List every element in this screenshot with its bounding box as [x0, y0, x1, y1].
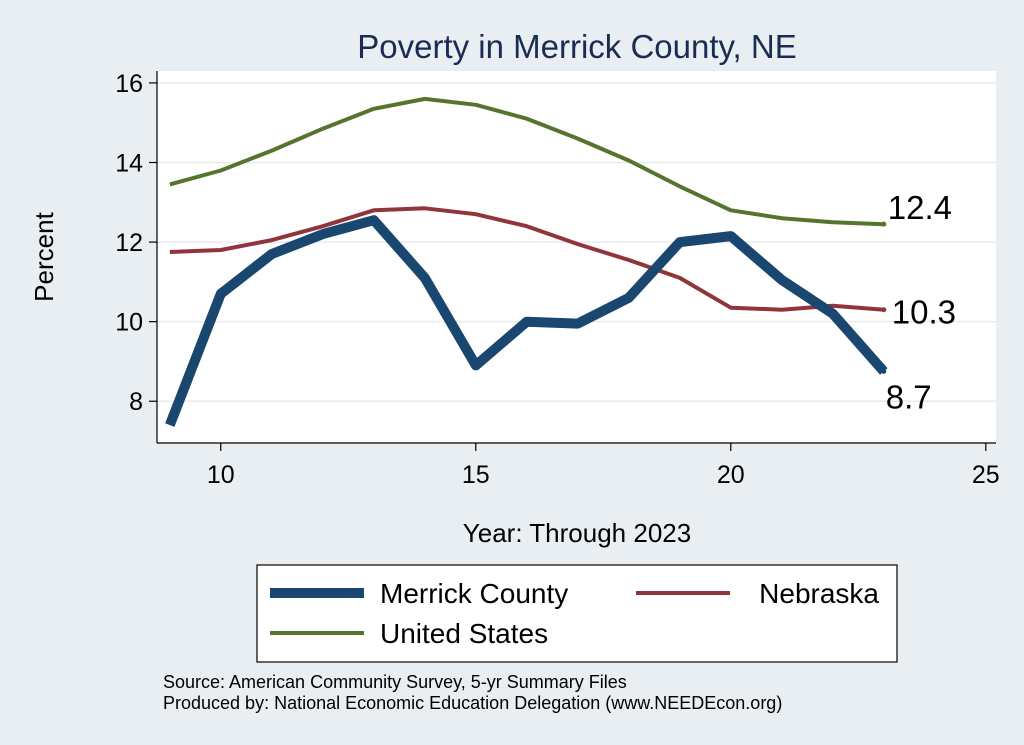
x-tick-label: 10	[207, 461, 235, 489]
plot-area	[157, 71, 996, 443]
end-label: 8.7	[886, 378, 932, 415]
series-lines	[165, 96, 888, 427]
chart-title: Poverty in Merrick County, NE	[357, 28, 797, 65]
series-line-united-states	[169, 96, 884, 227]
legend-label: United States	[380, 618, 548, 649]
end-label: 12.4	[888, 189, 952, 226]
series-line-merrick-county	[165, 215, 888, 427]
y-axis-ticks: 8 10 12 14 16	[115, 70, 157, 416]
series-line-nebraska	[169, 206, 884, 312]
x-tick-label: 25	[972, 461, 1000, 489]
end-labels: 8.7 10.3 12.4	[886, 189, 956, 415]
legend-label: Merrick County	[380, 578, 568, 609]
x-tick-label: 15	[462, 461, 490, 489]
y-tick-label: 14	[115, 150, 143, 178]
x-tick-label: 20	[717, 461, 745, 489]
y-tick-label: 16	[115, 70, 143, 98]
legend-box	[256, 564, 898, 663]
end-label: 10.3	[892, 294, 956, 331]
y-tick-label: 12	[115, 229, 143, 257]
legend: Merrick County Nebraska United States	[270, 578, 879, 649]
y-tick-label: 10	[115, 309, 143, 337]
series-end-marker	[881, 368, 887, 374]
series-end-marker	[881, 307, 887, 313]
legend-label: Nebraska	[759, 578, 879, 609]
x-axis-ticks: 10 15 20 25	[207, 443, 1000, 489]
y-axis-label: Percent	[29, 211, 59, 301]
y-tick-label: 8	[129, 388, 143, 416]
source-note: Source: American Community Survey, 5-yr …	[163, 672, 627, 692]
series-end-marker	[881, 221, 887, 227]
x-axis-label: Year: Through 2023	[463, 518, 691, 548]
producer-note: Produced by: National Economic Education…	[163, 693, 782, 713]
